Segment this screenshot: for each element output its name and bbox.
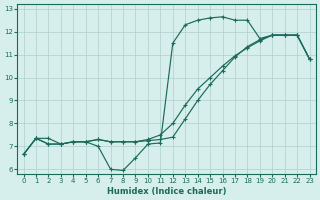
X-axis label: Humidex (Indice chaleur): Humidex (Indice chaleur) xyxy=(107,187,226,196)
